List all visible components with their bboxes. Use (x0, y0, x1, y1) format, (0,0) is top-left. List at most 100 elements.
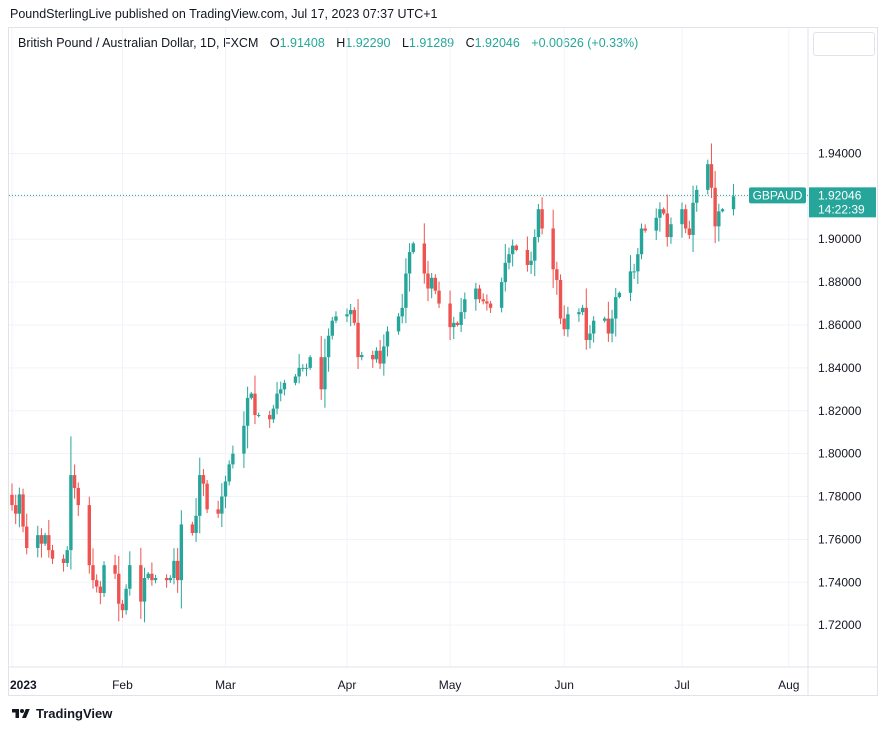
chart-legend: British Pound / Australian Dollar, 1D, F… (18, 36, 638, 50)
candle (352, 307, 357, 326)
candle-body (455, 322, 460, 325)
candle-body (308, 357, 312, 368)
candle-body (25, 526, 29, 548)
y-tick-label: 1.78000 (818, 490, 862, 504)
candle (25, 513, 29, 555)
candle (326, 328, 331, 372)
candle-body (452, 322, 456, 328)
candle-body (617, 292, 622, 298)
candle (91, 548, 95, 589)
x-tick-label: 2023 (10, 678, 37, 692)
candle (591, 316, 596, 343)
candle (636, 247, 640, 285)
candle-body (404, 273, 408, 308)
candle-body (323, 357, 327, 390)
candle (69, 436, 73, 570)
candle-body (643, 228, 647, 231)
legend-symbol: British Pound / Australian Dollar, 1D, F… (18, 36, 259, 50)
candle-body (463, 299, 467, 313)
candle-body (128, 565, 132, 589)
candle-body (168, 578, 172, 581)
price-tag-countdown: 14:22:39 (818, 202, 865, 216)
candle (720, 208, 725, 213)
candle-body (198, 475, 202, 516)
candle (301, 364, 305, 372)
y-tick-label: 1.86000 (818, 318, 862, 332)
candle (124, 584, 128, 615)
candle (455, 321, 460, 327)
tradingview-footer[interactable]: TradingView (10, 706, 112, 721)
candle (691, 185, 695, 253)
candle-body (628, 271, 633, 293)
y-tick-label: 1.72000 (818, 618, 862, 632)
candle (525, 236, 530, 272)
candle-body (201, 475, 206, 484)
candle (245, 386, 250, 449)
candle (713, 171, 717, 244)
candle (271, 404, 276, 424)
candle-body (194, 515, 198, 533)
candle-body (190, 524, 195, 533)
x-tick-label: Apr (338, 678, 357, 692)
x-tick-label: May (439, 678, 462, 692)
candle-body (639, 228, 644, 255)
candle (198, 457, 202, 534)
candle-body (175, 560, 180, 581)
candle-body (10, 494, 14, 506)
candle-body (271, 408, 276, 420)
candle (205, 479, 209, 514)
candle-body (555, 269, 559, 280)
candle-body (17, 494, 22, 514)
candle (463, 292, 467, 319)
candle-body (566, 314, 570, 330)
candle-body (437, 290, 441, 304)
candle (669, 217, 673, 244)
y-tick-label: 1.82000 (818, 404, 862, 418)
candle (709, 143, 714, 199)
y-tick-label: 1.80000 (818, 447, 862, 461)
candle (610, 309, 614, 343)
candle-body (669, 224, 673, 238)
candle (117, 556, 121, 622)
candle-body (720, 209, 725, 212)
y-tick-label: 1.88000 (818, 275, 862, 289)
candle (614, 288, 618, 337)
candle (50, 544, 55, 565)
candle (308, 355, 312, 370)
candle (665, 194, 669, 247)
candle (356, 299, 360, 370)
candle-body (488, 303, 493, 308)
candle-body (477, 288, 482, 300)
candle-body (636, 254, 640, 272)
ticker-tag-text: GBPAUD (753, 188, 803, 202)
candle-body (334, 316, 338, 321)
candle-body (113, 565, 117, 574)
candle-body (580, 307, 585, 313)
candle-body (584, 307, 588, 340)
candle-body (87, 505, 92, 566)
candle (706, 159, 710, 195)
candle-body (326, 335, 331, 358)
candle-body (422, 243, 427, 274)
candle (555, 261, 559, 295)
candle-body (91, 565, 95, 581)
candle (139, 547, 143, 619)
candle-body (245, 397, 250, 426)
candle-body (36, 535, 40, 548)
candle (485, 294, 489, 311)
candle (201, 468, 206, 496)
price-scale-box[interactable] (813, 32, 875, 56)
candle-body (411, 243, 415, 253)
candle (61, 554, 66, 572)
candle (654, 208, 658, 240)
axes: 1.940001.920001.900001.880001.860001.840… (8, 28, 878, 696)
candle-body (485, 301, 489, 304)
candle-body (179, 524, 184, 581)
candle-body (558, 279, 563, 319)
candle (146, 572, 150, 580)
candle-body (69, 475, 73, 551)
candle (102, 561, 106, 597)
candle-body (47, 535, 51, 551)
candle-body (400, 307, 404, 317)
candle (566, 306, 570, 337)
